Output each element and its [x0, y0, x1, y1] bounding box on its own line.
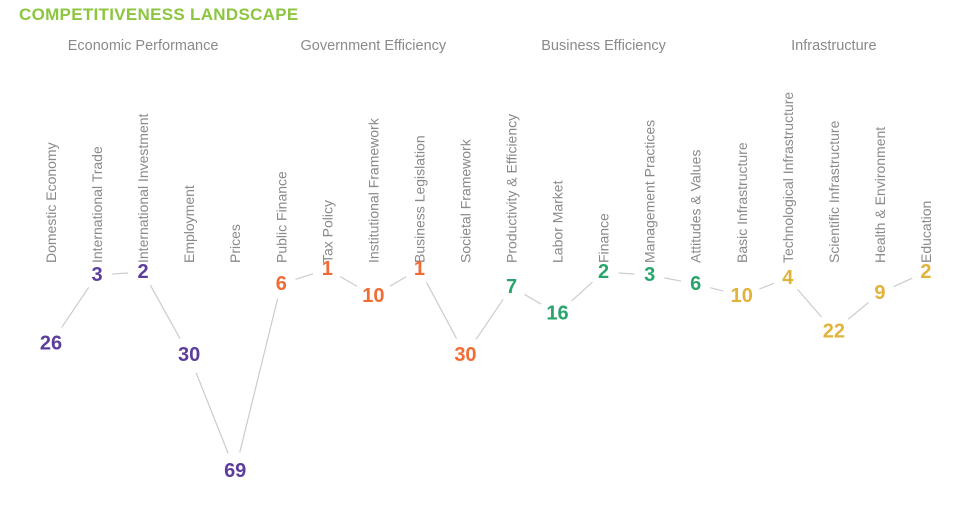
chart-title: COMPETITIVENESS LANDSCAPE — [19, 5, 299, 24]
value-label: 30 — [454, 344, 476, 366]
value-label: 7 — [506, 276, 517, 298]
category-label: Attitudes & Values — [688, 150, 704, 263]
trend-line-segment — [195, 372, 229, 454]
category-label: International Trade — [89, 146, 105, 263]
value-label: 6 — [276, 273, 287, 295]
trend-line-segment — [797, 288, 822, 318]
trend-line-segment — [149, 284, 181, 339]
trend-line-segment — [61, 287, 90, 328]
trend-line-segment — [571, 281, 593, 302]
value-label: 69 — [224, 460, 246, 482]
value-label: 2 — [138, 261, 149, 283]
trend-line-segment — [475, 298, 504, 340]
group-header: Government Efficiency — [301, 38, 447, 54]
category-label: Institutional Framework — [365, 117, 381, 263]
value-label: 2 — [920, 261, 931, 283]
category-label: Scientific Infrastructure — [826, 120, 842, 263]
trend-line-segment — [618, 272, 635, 275]
value-label: 16 — [546, 303, 568, 325]
value-label: 10 — [362, 285, 384, 307]
value-label: 6 — [690, 273, 701, 295]
category-label: Labor Market — [550, 180, 566, 263]
category-label: Societal Framework — [457, 138, 473, 263]
trend-line-segment — [710, 287, 724, 292]
group-header: Business Efficiency — [541, 38, 666, 54]
value-label: 1 — [322, 258, 333, 280]
trend-line-segment — [111, 272, 129, 275]
category-label: Productivity & Efficiency — [504, 114, 520, 263]
value-label: 3 — [91, 264, 102, 286]
category-label: Public Finance — [273, 171, 289, 263]
category-label: Finance — [596, 213, 612, 263]
category-label: Employment — [181, 185, 197, 263]
trend-line-segment — [295, 273, 314, 280]
value-label: 2 — [598, 261, 609, 283]
value-label: 10 — [731, 285, 753, 307]
category-label: Technological Infrastructure — [780, 92, 796, 263]
group-header: Economic Performance — [68, 38, 219, 54]
value-label: 22 — [823, 320, 845, 342]
category-label: Domestic Economy — [43, 142, 59, 263]
value-label: 3 — [644, 264, 655, 286]
category-label: Education — [918, 201, 934, 263]
trend-line-segment — [664, 277, 682, 282]
trend-line-segment — [848, 302, 869, 320]
category-label: Business Legislation — [411, 135, 427, 263]
value-label: 9 — [874, 282, 885, 304]
value-label: 1 — [414, 258, 425, 280]
category-label: Tax Policy — [319, 200, 335, 263]
category-label: Management Practices — [642, 120, 658, 263]
trend-line-segment — [425, 282, 458, 339]
trend-line-segment — [759, 282, 775, 290]
trend-line-segment — [893, 277, 913, 288]
trend-line-segment — [524, 293, 542, 305]
category-label: International Investment — [135, 113, 151, 263]
category-label: Health & Environment — [872, 127, 888, 263]
category-label: Basic Infrastructure — [734, 142, 750, 263]
trend-line-segment — [239, 298, 279, 453]
value-label: 30 — [178, 344, 200, 366]
trend-line-segment — [389, 276, 407, 287]
trend-line-segment — [339, 276, 358, 287]
value-label: 4 — [782, 267, 794, 289]
category-label: Prices — [227, 224, 243, 263]
group-header: Infrastructure — [791, 38, 876, 54]
value-label: 26 — [40, 332, 62, 354]
